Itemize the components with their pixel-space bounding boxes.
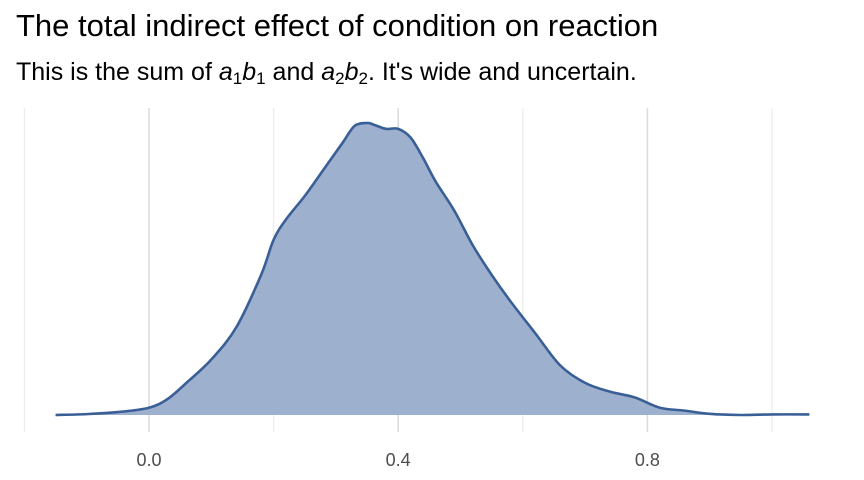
subtitle-sub-a2: 2 (335, 69, 345, 88)
subtitle-connector: and (265, 58, 322, 86)
subtitle-suffix: . It's wide and uncertain. (367, 58, 637, 86)
subtitle-sub-b2: 2 (358, 69, 368, 88)
x-tick-label: 0.4 (386, 450, 411, 470)
subtitle-prefix: This is the sum of (16, 58, 219, 86)
subtitle-var-a2: a (321, 58, 336, 86)
density-line (55, 121, 810, 417)
tick-layer: 0.0 0.4 0.8 (136, 450, 659, 470)
subtitle-var-b1: b (242, 58, 257, 86)
chart-subtitle: This is the sum of a1b1 and a2b2. It's w… (16, 58, 637, 87)
subtitle-var-a1: a (218, 58, 233, 86)
subtitle-var-b2: b (344, 58, 359, 86)
chart-title: The total indirect effect of condition o… (16, 8, 659, 43)
area-layer (55, 121, 810, 417)
x-tick-label: 0.0 (136, 450, 161, 470)
x-tick-label: 0.8 (635, 450, 660, 470)
density-area (55, 122, 810, 416)
subtitle-sub-b1: 1 (256, 69, 266, 88)
subtitle-sub-a1: 1 (232, 69, 243, 88)
